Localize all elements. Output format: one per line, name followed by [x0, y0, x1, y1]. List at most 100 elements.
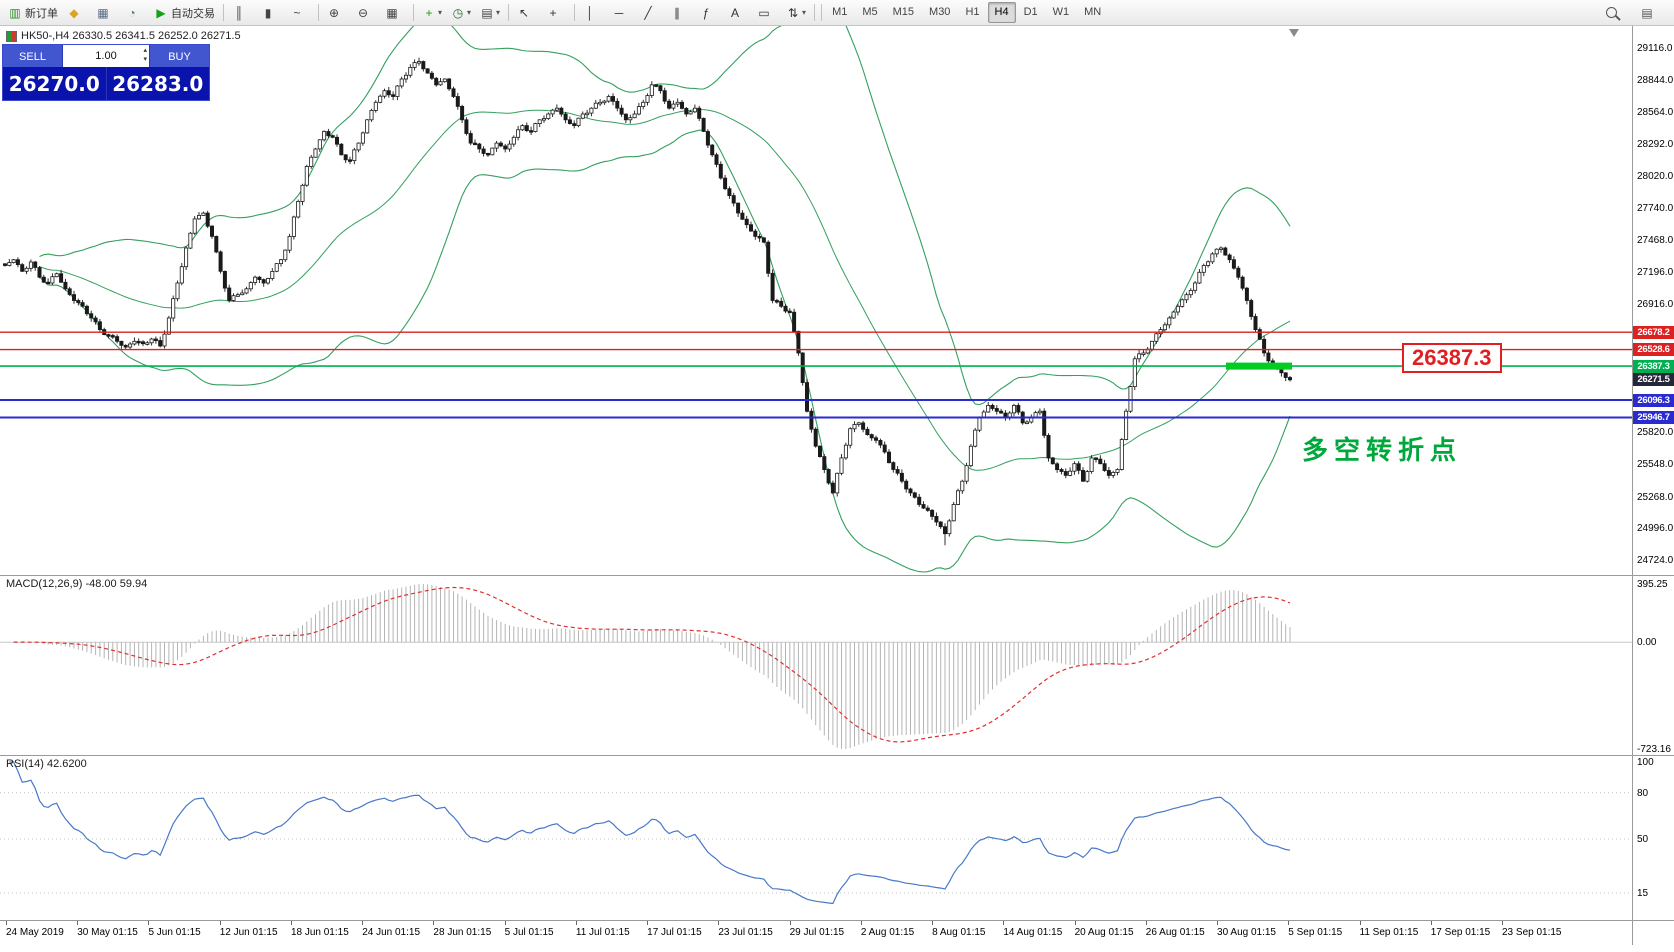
terminal-icon: ▦	[97, 5, 109, 20]
templates-button[interactable]: ▤ ▾	[476, 1, 504, 24]
timeframe-d1-button[interactable]: D1	[1023, 6, 1038, 18]
bar-chart-button[interactable]: ║	[228, 1, 256, 24]
cursor-icon: ↖	[519, 5, 530, 20]
trendline-icon: ╱	[644, 5, 652, 20]
chart-annotation[interactable]: 多空转折点	[1302, 435, 1463, 465]
new-order-icon: ▥	[9, 5, 21, 20]
cursor-button[interactable]: ↖	[513, 1, 541, 24]
price-callout-label[interactable]: 26387.3	[1402, 343, 1502, 373]
quotes-panel-icon: ▤	[1641, 5, 1653, 20]
sell-price[interactable]: 26270.0	[3, 67, 107, 100]
timeframe-m1-button[interactable]: M1	[832, 6, 848, 18]
vertical-line-button[interactable]: │	[579, 1, 607, 24]
label-button[interactable]: ▭	[753, 1, 781, 24]
price-lines	[0, 29, 1632, 419]
trendline-button[interactable]: ╱	[637, 1, 665, 24]
strategy-tester-icon: ◔	[128, 5, 136, 20]
metaeditor-icon: ◆	[69, 5, 79, 20]
line-chart-icon: ~	[293, 5, 301, 20]
new-order-button[interactable]: ▥ 新订单	[4, 1, 62, 24]
timeframe-m30-button[interactable]: M30	[929, 6, 951, 18]
autotrading-icon: ▶	[156, 5, 166, 20]
metaeditor-button[interactable]: ◆	[63, 1, 91, 24]
toolbar-separator	[223, 4, 224, 21]
fibonacci-icon: ƒ	[702, 5, 710, 20]
text-button[interactable]: A	[724, 1, 752, 24]
volume-field[interactable]: 1.00 ▴ ▾	[63, 45, 149, 67]
timeframe-h4-button[interactable]: H4	[987, 2, 1016, 23]
indicators-button[interactable]: + ▾	[418, 1, 446, 24]
line-chart-button[interactable]: ~	[286, 1, 314, 24]
tile-windows-button[interactable]: ▦	[381, 1, 409, 24]
timeframe-mn-button[interactable]: MN	[1084, 6, 1102, 18]
main-toolbar: ▥ 新订单 ◆ ▦ ◔ ▶ 自动交易 ║ ▮ ~ ⊕ ⊖ ▦ + ▾ ◷ ▾ ▤ ▾ ↖ + │ ─ ╱ ∥ ƒ A ▭ ⇅ ▾ M1 M5…	[0, 0, 1674, 26]
volume-value: 1.00	[95, 50, 117, 62]
toolbar-separator	[821, 4, 823, 21]
terminal-button[interactable]: ▦	[92, 1, 120, 24]
templates-dropdown-icon[interactable]: ▾	[496, 8, 501, 17]
symbol-icon	[6, 30, 17, 42]
highlight-band[interactable]	[1226, 362, 1292, 370]
channel-button[interactable]: ∥	[666, 1, 694, 24]
timeframe-h1-button[interactable]: H1	[965, 6, 980, 18]
one-click-trading-panel: SELL 1.00 ▴ ▾ BUY 26270.0 26283.0	[2, 44, 210, 101]
zoom-in-button[interactable]: ⊕	[323, 1, 351, 24]
search-button[interactable]	[1602, 1, 1630, 24]
rsi-indicator-label: RSI(14) 42.6200	[6, 758, 87, 770]
sell-button[interactable]: SELL	[3, 45, 63, 67]
search-icon	[1606, 7, 1617, 18]
rsi-line	[9, 761, 1291, 905]
volume-up-icon[interactable]: ▴	[143, 47, 147, 54]
vertical-line-icon: │	[586, 5, 594, 20]
timeframe-w1-button[interactable]: W1	[1052, 6, 1070, 18]
timeframe-m5-button[interactable]: M5	[862, 6, 878, 18]
toolbar-separator	[508, 4, 510, 21]
volume-down-icon[interactable]: ▾	[143, 56, 147, 63]
chart-shift-marker[interactable]	[1289, 29, 1299, 37]
zoom-out-button[interactable]: ⊖	[352, 1, 380, 24]
price-scale[interactable]	[1633, 26, 1674, 945]
symbol-ohlc-text: HK50-,H4 26330.5 26341.5 26252.0 26271.5	[21, 30, 241, 42]
fibonacci-button[interactable]: ƒ	[695, 1, 723, 24]
macd-histogram	[13, 584, 1291, 749]
channel-icon: ∥	[674, 5, 681, 20]
crosshair-icon: +	[549, 5, 557, 20]
toolbar-separator	[318, 4, 319, 21]
toolbar-separator	[814, 4, 816, 21]
timeframe-m15-button[interactable]: M15	[892, 6, 915, 18]
candlesticks	[3, 57, 1293, 546]
horizontal-line-button[interactable]: ─	[608, 1, 636, 24]
chart-ohlc-label: HK50-,H4 26330.5 26341.5 26252.0 26271.5	[6, 30, 241, 42]
strategy-tester-button[interactable]: ◔	[121, 1, 149, 24]
periods-dropdown-icon[interactable]: ▾	[467, 8, 472, 17]
new-order-label: 新订单	[25, 7, 58, 20]
buy-price[interactable]: 26283.0	[112, 71, 204, 96]
arrows-dropdown-icon[interactable]: ▾	[802, 8, 807, 17]
arrows-icon: ⇅	[788, 5, 799, 20]
toolbar-separator	[574, 4, 576, 21]
indicators-icon: +	[425, 5, 433, 20]
chart-canvas[interactable]	[0, 26, 1674, 952]
macd-indicator-label: MACD(12,26,9) -48.00 59.94	[6, 578, 148, 590]
periods-button[interactable]: ◷ ▾	[447, 1, 475, 24]
label-icon: ▭	[758, 5, 770, 20]
bollinger-bands	[39, 26, 1291, 573]
candlestick-chart-button[interactable]: ▮	[257, 1, 285, 24]
tile-windows-icon: ▦	[386, 5, 398, 20]
quotes-panel-button[interactable]: ▤	[1636, 1, 1664, 24]
text-icon: A	[731, 5, 740, 20]
indicators-dropdown-icon[interactable]: ▾	[438, 8, 443, 17]
time-scale[interactable]	[0, 921, 1674, 945]
buy-button[interactable]: BUY	[149, 45, 209, 67]
horizontal-line-icon: ─	[614, 5, 624, 20]
toolbar-buttons: ▥ 新订单 ◆ ▦ ◔ ▶ 自动交易 ║ ▮ ~ ⊕ ⊖ ▦ + ▾ ◷ ▾ ▤ ▾ ↖ + │ ─ ╱ ∥ ƒ A ▭ ⇅ ▾	[4, 1, 818, 24]
arrows-button[interactable]: ⇅ ▾	[782, 1, 810, 24]
crosshair-button[interactable]: +	[542, 1, 570, 24]
templates-icon: ▤	[481, 5, 493, 20]
bar-chart-icon: ║	[234, 5, 244, 20]
zoom-in-icon: ⊕	[328, 5, 340, 20]
timeframe-toolbar: M1 M5 M15 M30 H1 H4 D1 W1 MN	[825, 2, 1108, 23]
autotrading-button[interactable]: ▶ 自动交易	[150, 1, 219, 24]
autotrading-label: 自动交易	[171, 7, 215, 20]
volume-spinner[interactable]: ▴ ▾	[143, 46, 147, 64]
